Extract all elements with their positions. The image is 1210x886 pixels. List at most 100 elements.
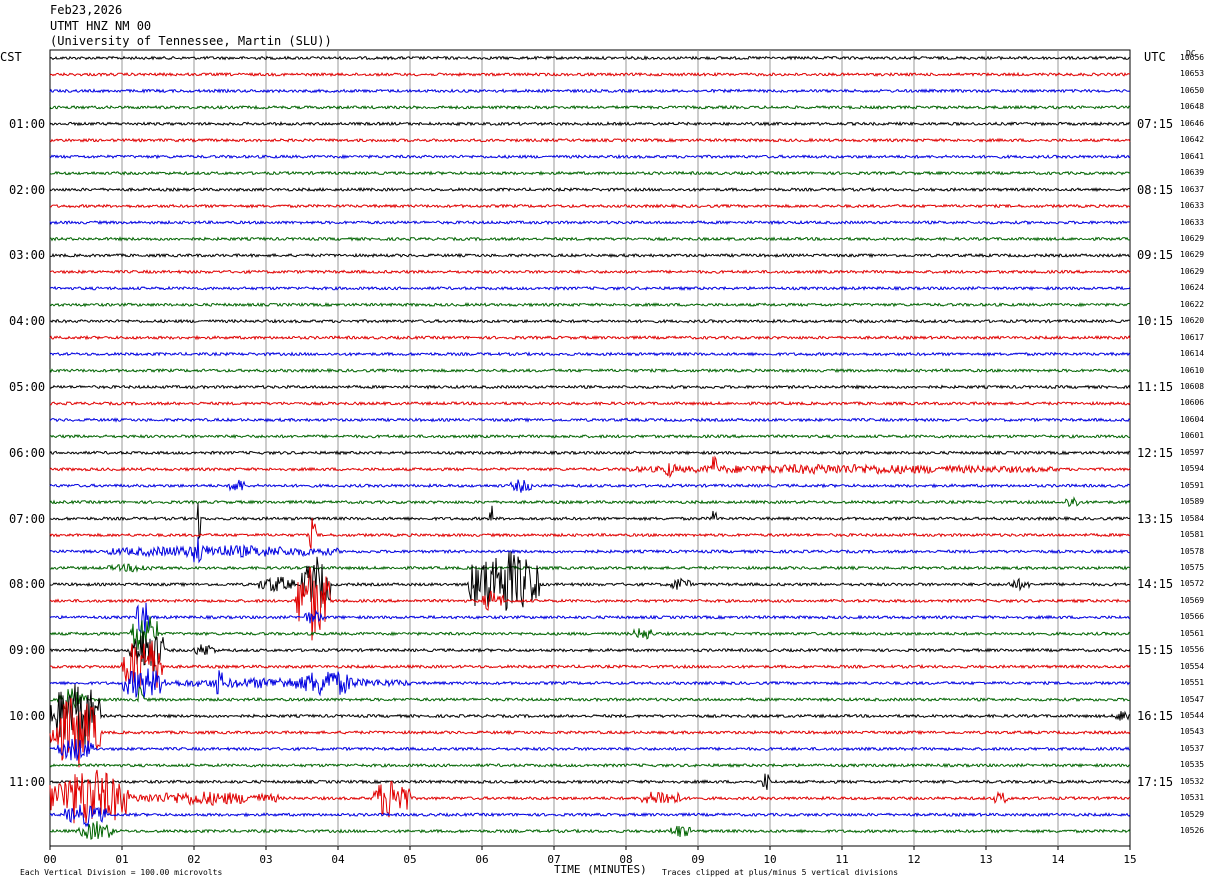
dc-offset-value: 10650 [1180, 85, 1205, 95]
seismic-trace [49, 821, 1131, 840]
left-timezone-label: CST [0, 50, 22, 64]
dc-offset-value: 10584 [1180, 513, 1205, 523]
dc-offset-value: 10532 [1180, 776, 1205, 786]
dc-offset-value: 10633 [1180, 201, 1205, 211]
dc-column-label: DC [1186, 49, 1196, 58]
dc-offset-value: 10608 [1180, 382, 1205, 391]
seismic-trace [49, 71, 1131, 78]
seismic-trace [49, 668, 1131, 699]
seismic-trace [49, 334, 1131, 341]
dc-offset-value: 10629 [1180, 233, 1205, 243]
dc-offset-value: 10620 [1180, 316, 1205, 326]
seismic-trace [50, 503, 1131, 540]
seismic-trace [49, 563, 1131, 573]
x-tick-label: 10 [763, 853, 776, 866]
dc-offset-value: 10554 [1180, 661, 1205, 671]
utc-hour-label: 15:15 [1137, 643, 1174, 658]
seismic-trace [49, 367, 1131, 374]
dc-offset-value: 10561 [1180, 628, 1205, 638]
dc-offset-value: 10578 [1180, 546, 1205, 556]
network-name: (University of Tennessee, Martin (SLU)) [50, 34, 332, 48]
x-tick-label: 02 [187, 853, 200, 866]
dc-offset-value: 10656 [1180, 53, 1205, 62]
seismic-trace [49, 318, 1131, 324]
seismic-trace [49, 496, 1131, 507]
seismic-trace [49, 641, 1131, 689]
seismic-trace [49, 769, 1131, 824]
seismic-trace [49, 170, 1131, 176]
seismic-trace [49, 479, 1131, 493]
dc-offset-value: 10547 [1180, 694, 1205, 704]
seismic-trace [49, 684, 1131, 751]
dc-offset-value: 10537 [1180, 743, 1205, 753]
dc-offset-value: 10544 [1180, 711, 1205, 720]
dc-offset-value: 10575 [1180, 562, 1205, 572]
utc-hour-label: 16:15 [1137, 709, 1174, 723]
seismic-trace [49, 450, 1131, 456]
clip-note: Traces clipped at plus/minus 5 vertical … [662, 868, 899, 877]
cst-hour-label: 02:00 [9, 182, 46, 197]
x-tick-label: 12 [907, 853, 920, 866]
dc-offset-value: 10556 [1180, 645, 1205, 655]
seismic-trace [49, 762, 1131, 769]
plot-date: Feb23,2026 [50, 3, 123, 17]
dc-offset-value: 10551 [1180, 678, 1205, 688]
seismic-trace [49, 602, 1131, 635]
dc-offset-value: 10594 [1180, 464, 1205, 474]
seismic-trace [49, 551, 1131, 611]
dc-offset-value: 10526 [1180, 826, 1205, 836]
cst-hour-label: 10:00 [9, 709, 46, 723]
dc-offset-value: 10624 [1180, 283, 1205, 293]
seismic-trace [49, 137, 1131, 143]
seismic-trace [49, 738, 1131, 761]
utc-hour-label: 14:15 [1137, 577, 1174, 592]
seismic-trace [49, 518, 1131, 549]
dc-offset-value: 10648 [1180, 102, 1205, 112]
dc-offset-value: 10597 [1180, 447, 1205, 457]
seismic-trace [49, 236, 1131, 242]
cst-hour-label: 01:00 [9, 116, 46, 131]
x-tick-label: 09 [691, 853, 704, 866]
cst-hour-label: 11:00 [9, 774, 46, 789]
seismic-trace [49, 400, 1131, 407]
x-tick-label: 13 [979, 853, 992, 866]
x-tick-label: 11 [835, 853, 848, 866]
dc-offset-value: 10653 [1180, 69, 1205, 79]
x-axis-title: TIME (MINUTES) [554, 863, 647, 876]
cst-hour-label: 09:00 [9, 643, 46, 658]
seismic-trace [49, 252, 1131, 259]
seismic-trace [49, 55, 1131, 61]
seismic-trace [49, 685, 1131, 710]
dc-offset-value: 10629 [1180, 266, 1205, 276]
seismic-trace [49, 88, 1131, 94]
utc-hour-label: 09:15 [1137, 248, 1174, 263]
seismic-trace [49, 697, 1131, 768]
seismic-trace [49, 186, 1130, 193]
utc-hour-label: 11:15 [1137, 380, 1174, 394]
dc-offset-value: 10629 [1180, 250, 1205, 260]
dc-offset-value: 10642 [1180, 135, 1205, 145]
cst-hour-label: 05:00 [9, 380, 46, 394]
x-tick-label: 03 [259, 853, 272, 866]
seismic-trace [49, 302, 1131, 308]
dc-offset-value: 10531 [1180, 793, 1205, 803]
seismic-trace [49, 616, 1131, 653]
dc-offset-value: 10614 [1180, 349, 1205, 359]
dc-offset-value: 10637 [1180, 184, 1205, 194]
dc-offset-value: 10529 [1180, 809, 1205, 819]
x-tick-label: 01 [115, 853, 128, 866]
dc-offset-value: 10606 [1180, 398, 1205, 408]
dc-offset-value: 10589 [1180, 497, 1205, 507]
dc-offset-value: 10622 [1180, 299, 1205, 309]
utc-hour-label: 08:15 [1137, 182, 1174, 197]
station-code: UTMT HNZ NM 00 [50, 19, 152, 33]
seismic-trace [49, 433, 1131, 440]
dc-offset-value: 10569 [1180, 595, 1205, 605]
cst-hour-label: 03:00 [9, 248, 46, 263]
seismic-trace [49, 417, 1131, 423]
seismic-trace [49, 285, 1131, 292]
dc-offset-value: 10610 [1180, 365, 1205, 375]
seismic-trace [49, 153, 1131, 160]
utc-hour-label: 07:15 [1137, 116, 1174, 131]
seismic-trace [49, 567, 1131, 641]
